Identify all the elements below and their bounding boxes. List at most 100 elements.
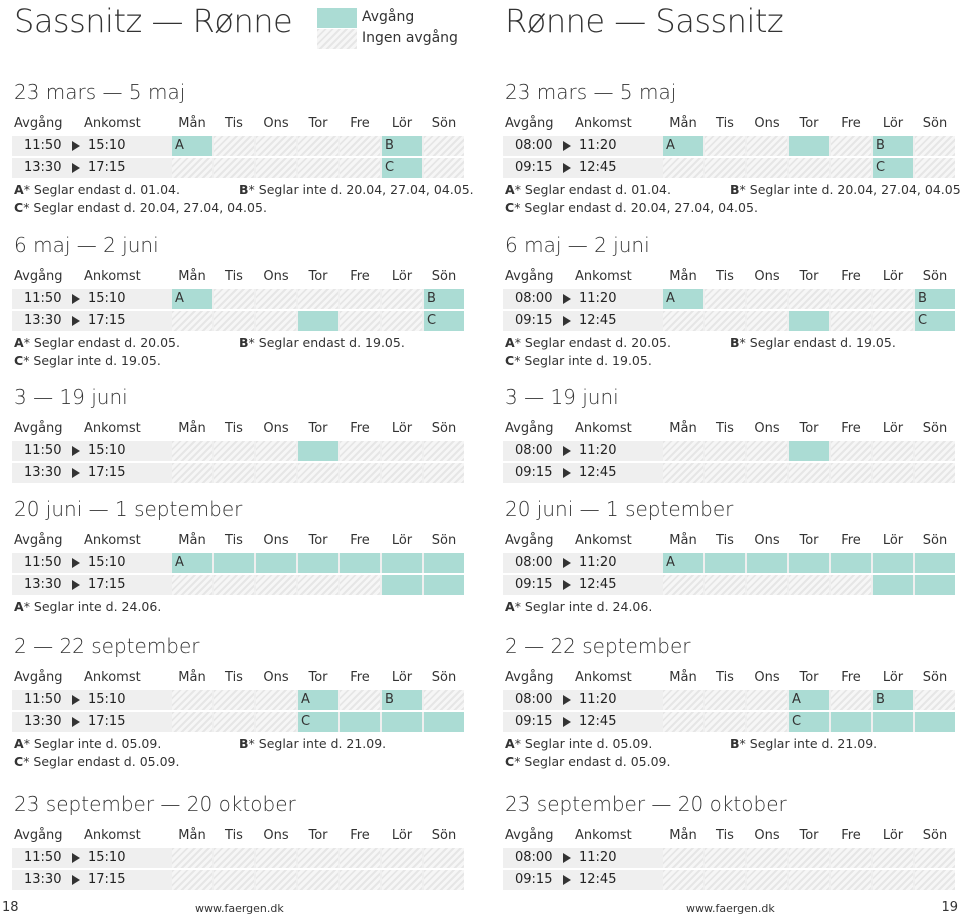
arrival-time: 11:20 — [579, 692, 617, 707]
column-header: Avgång Ankomst Mån Tis Ons Tor Fre Lör Sön — [503, 670, 947, 686]
departure-cell: C — [424, 311, 464, 331]
no-departure-cell — [382, 870, 422, 890]
footnote-marker: C — [427, 313, 437, 328]
section-title: 6 maj — 2 juni — [14, 233, 159, 257]
column-header: Avgång Ankomst Mån Tis Ons Tor Fre Lör Sön — [503, 269, 947, 285]
header-day-son: Sön — [431, 533, 457, 548]
no-departure-cell — [256, 289, 296, 309]
no-departure-cell — [340, 463, 380, 483]
header-day-fre: Fre — [841, 533, 861, 548]
no-departure-cell — [382, 463, 422, 483]
no-departure-cell — [747, 441, 787, 461]
header-ankomst: Ankomst — [84, 533, 141, 548]
header-day-man: Mån — [178, 670, 206, 685]
arrival-time: 11:20 — [579, 555, 617, 570]
departure-cell: A — [172, 136, 212, 156]
column-header: Avgång Ankomst Mån Tis Ons Tor Fre Lör Sön — [503, 116, 947, 132]
no-departure-cell — [424, 690, 464, 710]
header-ankomst: Ankomst — [575, 670, 632, 685]
footnote-marker: C — [385, 160, 395, 175]
departure-time: 09:15 — [515, 313, 553, 328]
column-header: Avgång Ankomst Mån Tis Ons Tor Fre Lör Sön — [12, 533, 456, 549]
timetable-row: 13:30 17:15 — [12, 870, 464, 890]
footnote: A* Seglar inte d. 24.06. — [14, 599, 161, 614]
no-departure-cell — [831, 136, 871, 156]
column-header: Avgång Ankomst Mån Tis Ons Tor Fre Lör Sön — [12, 828, 456, 844]
header-avgang: Avgång — [14, 533, 63, 548]
timetable-row: 11:50 15:10 — [12, 848, 464, 868]
arrow-right-icon — [563, 853, 571, 863]
section-title: 2 — 22 september — [14, 634, 200, 658]
section-title: 2 — 22 september — [505, 634, 691, 658]
footnote-text: * Seglar inte d. 21.09. — [248, 736, 387, 751]
header-day-tis: Tis — [225, 269, 243, 284]
arrival-time: 17:15 — [88, 872, 126, 887]
departure-time: 08:00 — [515, 850, 553, 865]
arrow-right-icon — [563, 580, 571, 590]
no-departure-cell — [424, 136, 464, 156]
arrival-time: 11:20 — [579, 443, 617, 458]
no-departure-cell — [340, 441, 380, 461]
arrow-right-icon — [563, 316, 571, 326]
header-day-son: Sön — [431, 670, 457, 685]
footnote-marker: B — [876, 138, 885, 153]
footnote: B* Seglar endast d. 19.05. — [239, 335, 405, 350]
no-departure-cell — [172, 463, 212, 483]
header-day-man: Mån — [669, 533, 697, 548]
departure-cell: A — [298, 690, 338, 710]
website-link-right[interactable]: www.faergen.dk — [686, 902, 775, 915]
no-departure-cell — [915, 690, 955, 710]
footnote-marker: C — [792, 714, 802, 729]
no-departure-cell — [705, 158, 745, 178]
footnote-text: * Seglar endast d. 05.09. — [514, 754, 671, 769]
arrival-time: 12:45 — [579, 577, 617, 592]
section-title: 3 — 19 juni — [505, 385, 619, 409]
website-link-left[interactable]: www.faergen.dk — [195, 902, 284, 915]
header-day-ons: Ons — [263, 269, 289, 284]
timetable-row: 13:30 17:15 — [12, 575, 464, 595]
no-departure-cell — [831, 575, 871, 595]
column-header: Avgång Ankomst Mån Tis Ons Tor Fre Lör Sön — [503, 828, 947, 844]
footnote-key: B — [239, 335, 249, 350]
no-departure-cell — [831, 690, 871, 710]
footnote: B* Seglar inte d. 21.09. — [239, 736, 386, 751]
header-day-tor: Tor — [799, 116, 819, 131]
departure-cell — [789, 311, 829, 331]
departure-cell: B — [873, 690, 913, 710]
section-title: 23 september — 20 oktober — [505, 792, 787, 816]
header-day-tor: Tor — [308, 116, 328, 131]
section-title: 20 juni — 1 september — [14, 497, 243, 521]
header-day-lor: Lör — [391, 670, 413, 685]
no-departure-cell — [256, 311, 296, 331]
departure-cell — [340, 712, 380, 732]
footnote-marker: B — [385, 138, 394, 153]
departure-time: 08:00 — [515, 138, 553, 153]
departure-cell — [789, 553, 829, 573]
no-departure-cell — [298, 289, 338, 309]
departure-cell: B — [424, 289, 464, 309]
arrow-right-icon — [72, 853, 80, 863]
no-departure-cell — [705, 441, 745, 461]
departure-cell — [789, 136, 829, 156]
departure-time: 09:15 — [515, 160, 553, 175]
footnote-text: * Seglar inte d. 05.09. — [514, 736, 653, 751]
footnote: A* Seglar endast d. 01.04. — [505, 182, 671, 197]
no-departure-cell — [340, 289, 380, 309]
no-departure-cell — [214, 575, 254, 595]
footnote: C* Seglar inte d. 19.05. — [14, 353, 161, 368]
header-day-lor: Lör — [882, 533, 904, 548]
header-day-tis: Tis — [716, 269, 734, 284]
no-departure-cell — [340, 158, 380, 178]
header-day-tor: Tor — [799, 421, 819, 436]
no-departure-cell — [705, 289, 745, 309]
no-departure-cell — [172, 441, 212, 461]
footnote-text: * Seglar inte d. 19.05. — [514, 353, 652, 368]
no-departure-cell — [915, 441, 955, 461]
no-departure-cell — [663, 712, 703, 732]
no-departure-cell — [663, 311, 703, 331]
header-day-son: Sön — [922, 269, 948, 284]
footnote: C* Seglar endast d. 05.09. — [14, 754, 179, 769]
no-departure-cell — [256, 690, 296, 710]
footnote-key: C — [14, 353, 24, 368]
section-title: 3 — 19 juni — [14, 385, 128, 409]
